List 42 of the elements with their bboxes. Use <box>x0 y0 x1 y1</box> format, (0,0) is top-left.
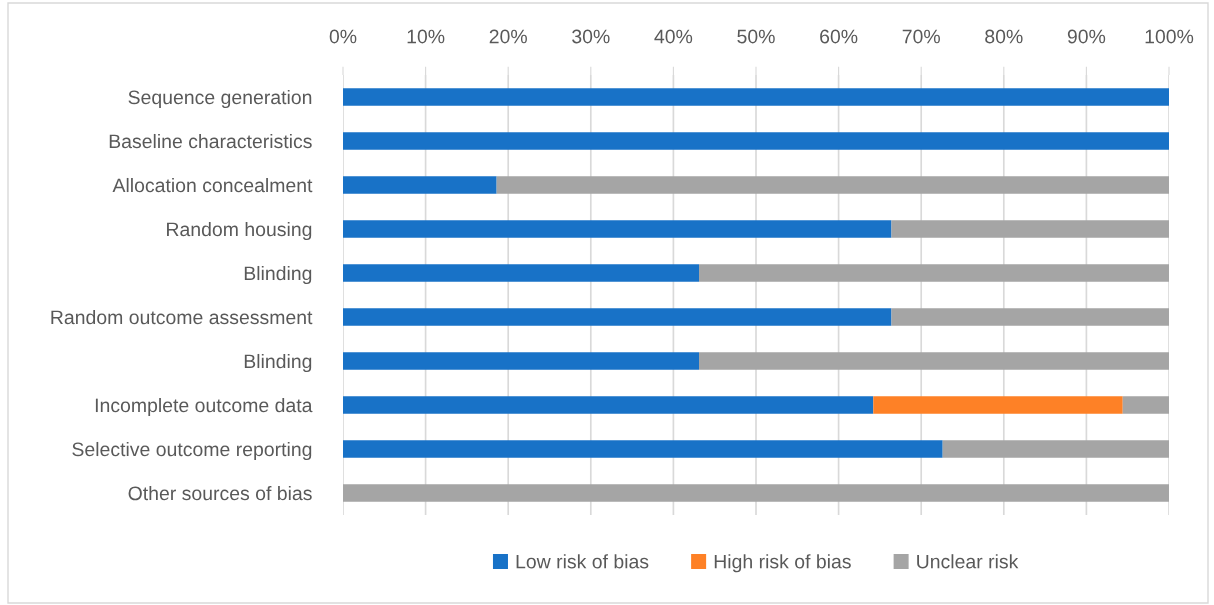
bar <box>891 220 1169 238</box>
x-tick-label: 20% <box>489 29 527 44</box>
legend-label: Unclear risk <box>917 554 1019 569</box>
y-tick-label: Baseline characteristics <box>109 133 312 149</box>
bar <box>343 88 1169 106</box>
y-tick-label: Other sources of bias <box>128 485 312 501</box>
x-tick-label: 50% <box>737 29 775 44</box>
x-tick-label: 60% <box>820 29 858 44</box>
bar <box>699 352 1169 370</box>
x-tick-label: 0% <box>329 29 357 44</box>
bar <box>343 132 1169 150</box>
y-tick-label: Random housing <box>167 221 312 241</box>
bar <box>343 176 497 194</box>
bar <box>343 484 1169 502</box>
bar <box>343 440 943 458</box>
bar <box>942 440 1169 458</box>
x-tick-label: 10% <box>407 29 445 44</box>
x-tick-label: 90% <box>1067 29 1106 44</box>
x-tick-label: 100% <box>1145 29 1194 44</box>
y-tick-label: Allocation concealment <box>112 177 313 193</box>
x-tick-label: 30% <box>572 29 610 44</box>
x-tick-label: 70% <box>902 29 940 44</box>
bar <box>343 352 700 370</box>
bar <box>496 176 1169 194</box>
y-tick-label: Incomplete outcome data <box>95 397 313 417</box>
y-tick-label: Blinding <box>244 265 312 285</box>
legend-label: High risk of bias <box>714 554 851 573</box>
bar <box>343 264 700 282</box>
x-tick-label: 40% <box>654 29 693 44</box>
legend-label: Low risk of bias <box>516 554 649 569</box>
y-tick-label: Blinding <box>244 353 312 373</box>
bar <box>891 308 1169 326</box>
bar <box>343 308 892 326</box>
bar <box>699 264 1169 282</box>
y-tick-label: Random outcome assessment <box>51 309 313 325</box>
bar <box>343 396 874 414</box>
x-tick-label: 80% <box>985 29 1023 44</box>
y-tick-label: Sequence generation <box>128 89 312 109</box>
bar <box>343 220 892 238</box>
bar <box>1122 396 1169 414</box>
y-tick-label: Selective outcome reporting <box>72 441 312 461</box>
bar <box>873 396 1123 414</box>
